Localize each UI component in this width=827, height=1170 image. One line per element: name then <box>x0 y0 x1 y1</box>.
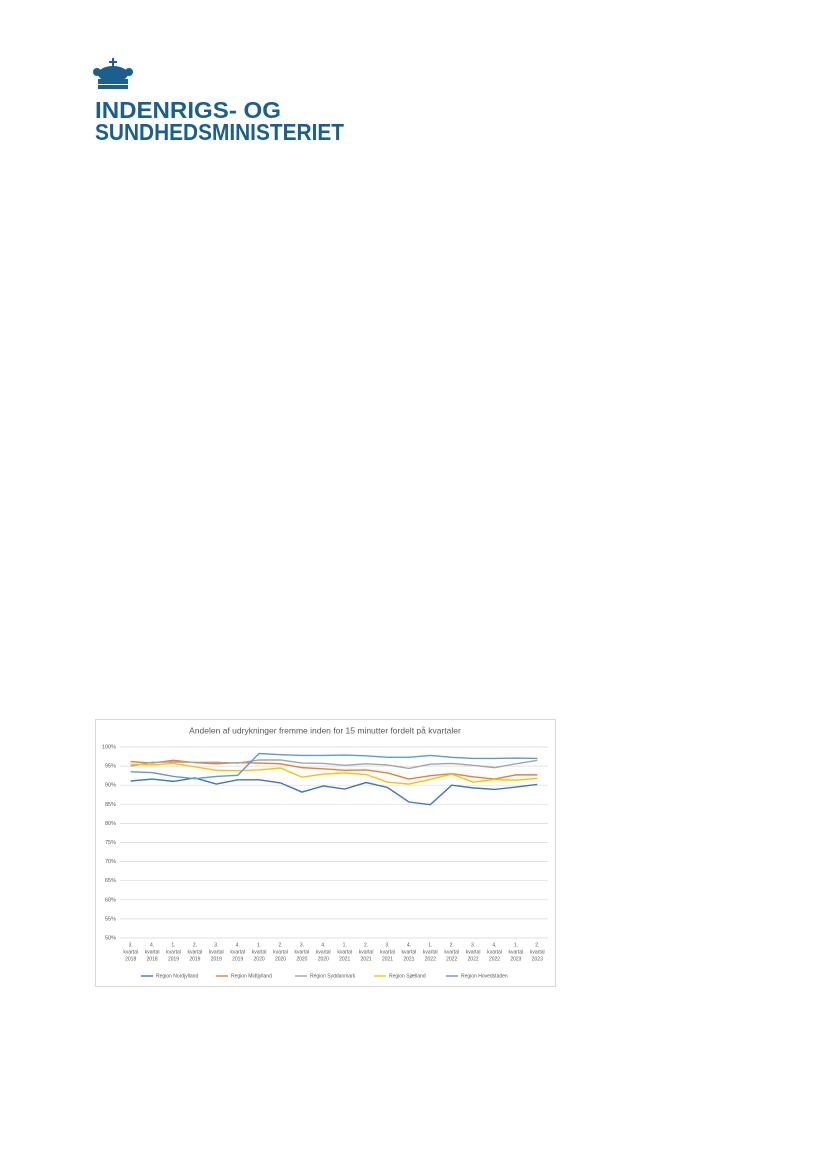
ministry-name: INDENRIGS- OG <box>95 97 281 123</box>
x-tick-label: 2022 <box>446 956 457 962</box>
x-tick-label: kvartal <box>423 949 438 955</box>
x-tick-label: 3. <box>385 942 389 948</box>
y-tick-label: 60% <box>105 897 116 903</box>
y-tick-label: 80% <box>105 821 116 827</box>
legend-label: Region Nordjylland <box>156 973 198 979</box>
x-tick-label: 2020 <box>254 956 265 962</box>
x-tick-label: kvartal <box>444 949 459 955</box>
legend-label: Region Midtjylland <box>231 973 272 979</box>
chart-title: Andelen af udrykninger fremme inden for … <box>189 725 461 735</box>
x-tick-label: 2020 <box>296 956 307 962</box>
crown-logo <box>93 58 133 89</box>
x-tick-label: kvartal <box>252 949 267 955</box>
x-tick-label: 1. <box>257 942 261 948</box>
x-tick-label: 2020 <box>275 956 286 962</box>
x-tick-label: kvartal <box>359 949 374 955</box>
y-tick-label: 100% <box>102 744 116 750</box>
y-tick-label: 95% <box>105 764 116 770</box>
y-tick-label: 55% <box>105 916 116 922</box>
x-tick-label: 3. <box>214 942 218 948</box>
x-tick-label: kvartal <box>295 949 310 955</box>
y-tick-label: 85% <box>105 802 116 808</box>
x-tick-label: 2023 <box>532 956 543 962</box>
x-tick-label: 4. <box>407 942 411 948</box>
x-tick-label: 2019 <box>232 956 243 962</box>
x-tick-label: kvartal <box>337 949 352 955</box>
x-tick-label: kvartal <box>530 949 545 955</box>
x-tick-label: 2. <box>364 942 368 948</box>
x-tick-label: 2021 <box>382 956 393 962</box>
x-tick-label: 2021 <box>403 956 414 962</box>
x-tick-label: 2022 <box>468 956 479 962</box>
x-tick-label: 4. <box>321 942 325 948</box>
x-tick-label: kvartal <box>145 949 160 955</box>
x-tick-label: kvartal <box>380 949 395 955</box>
x-tick-label: kvartal <box>466 949 481 955</box>
x-tick-label: kvartal <box>166 949 181 955</box>
x-tick-label: kvartal <box>188 949 203 955</box>
series-line <box>130 752 538 780</box>
x-tick-label: 3. <box>129 942 133 948</box>
x-tick-label: 2022 <box>425 956 436 962</box>
y-tick-label: 75% <box>105 840 116 846</box>
x-tick-label: 2. <box>535 942 539 948</box>
x-tick-label: 4. <box>236 942 240 948</box>
series-line <box>130 762 538 785</box>
x-tick-label: 1. <box>343 942 347 948</box>
x-tick-label: 4. <box>150 942 154 948</box>
legend-label: Region Hovedstaden <box>461 973 508 979</box>
x-tick-label: 2021 <box>339 956 350 962</box>
chart-frame <box>95 719 556 987</box>
x-tick-label: kvartal <box>209 949 224 955</box>
x-tick-label: kvartal <box>402 949 417 955</box>
x-tick-label: kvartal <box>487 949 502 955</box>
x-tick-label: 2020 <box>318 956 329 962</box>
x-tick-label: kvartal <box>509 949 524 955</box>
x-tick-label: 2018 <box>147 956 158 962</box>
x-tick-label: 1. <box>428 942 432 948</box>
x-tick-label: 2. <box>278 942 282 948</box>
x-tick-label: 2022 <box>489 956 500 962</box>
x-tick-label: 2021 <box>361 956 372 962</box>
plot: 50%55%60%65%70%75%80%85%90%95%100%3.kvar… <box>102 744 548 979</box>
x-tick-label: kvartal <box>230 949 245 955</box>
x-tick-label: kvartal <box>316 949 331 955</box>
x-tick-label: kvartal <box>123 949 138 955</box>
y-tick-label: 90% <box>105 783 116 789</box>
x-tick-label: 1. <box>514 942 518 948</box>
x-tick-label: 2019 <box>168 956 179 962</box>
x-tick-label: 2019 <box>189 956 200 962</box>
series-line <box>130 759 538 770</box>
y-tick-label: 70% <box>105 859 116 865</box>
x-tick-label: 2023 <box>510 956 521 962</box>
legend-label: Region Syddanmark <box>310 973 356 979</box>
legend-label: Region Sjælland <box>389 973 426 979</box>
x-tick-label: 2. <box>193 942 197 948</box>
x-tick-label: 1. <box>171 942 175 948</box>
y-tick-label: 65% <box>105 878 116 884</box>
x-tick-label: kvartal <box>273 949 288 955</box>
x-tick-label: 3. <box>471 942 475 948</box>
x-tick-label: 2019 <box>211 956 222 962</box>
ministry-name: SUNDHEDSMINISTERIET <box>95 119 344 145</box>
x-tick-label: 2. <box>450 942 454 948</box>
x-tick-label: 4. <box>492 942 496 948</box>
y-tick-label: 50% <box>105 935 116 941</box>
x-tick-label: 2018 <box>125 956 136 962</box>
x-tick-label: 3. <box>300 942 304 948</box>
